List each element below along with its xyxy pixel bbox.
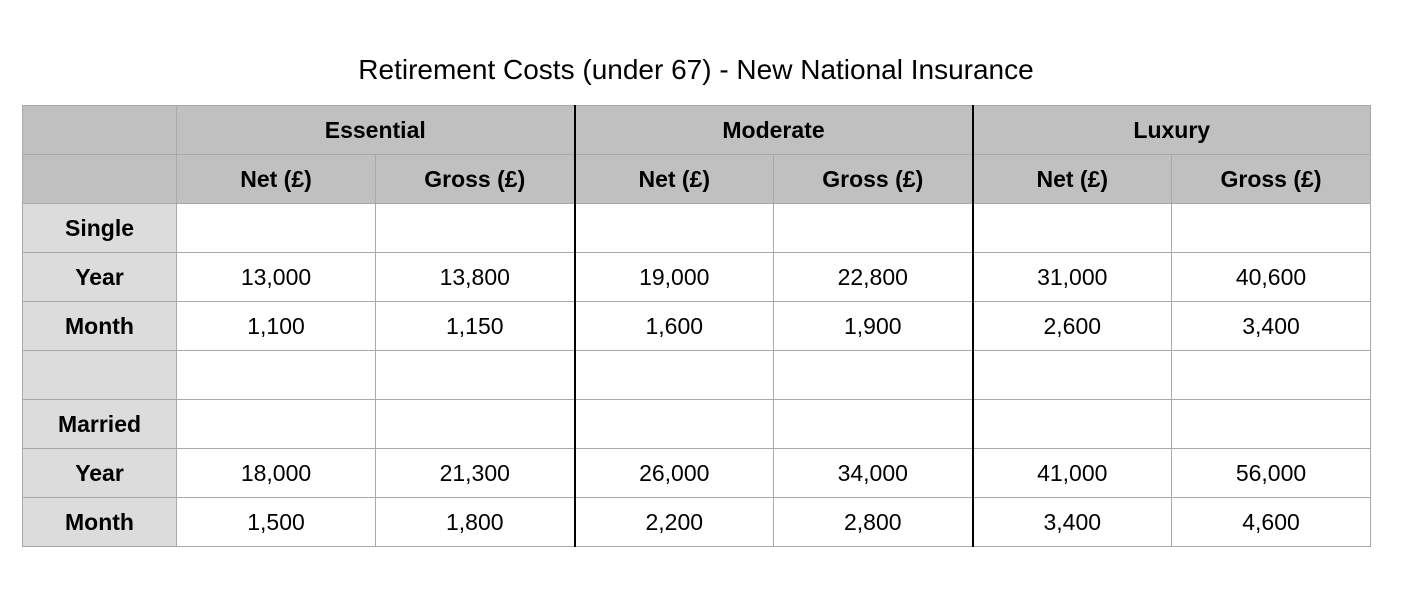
table-cell: 1,800	[375, 497, 575, 547]
table-row-married-year: Year 18,000 21,300 26,000 34,000 41,000 …	[22, 448, 1371, 498]
table-cell: 1,150	[375, 301, 575, 351]
group-header-moderate: Moderate	[573, 105, 973, 155]
table-cell: 1,500	[176, 497, 376, 547]
table-cell	[176, 399, 376, 449]
table-cell: 3,400	[1171, 301, 1371, 351]
table-cell	[573, 399, 774, 449]
table-cell	[375, 203, 575, 253]
table-cell: 3,400	[971, 497, 1172, 547]
table-cell: 56,000	[1171, 448, 1371, 498]
sub-header-essential-net: Net (£)	[176, 154, 376, 204]
table-cell: 19,000	[573, 252, 774, 302]
table-cell	[1171, 350, 1371, 400]
table-cell: 1,900	[773, 301, 973, 351]
sub-header-moderate-net: Net (£)	[573, 154, 774, 204]
table-cell: 13,000	[176, 252, 376, 302]
table-title: Retirement Costs (under 67) - New Nation…	[358, 54, 1034, 85]
table-cell: 1,600	[573, 301, 774, 351]
table-cell: 31,000	[971, 252, 1172, 302]
row-label: Month	[22, 497, 177, 547]
table-cell	[573, 203, 774, 253]
row-label: Single	[22, 203, 177, 253]
table-cell: 40,600	[1171, 252, 1371, 302]
table-cell	[971, 203, 1172, 253]
corner-cell	[22, 105, 177, 155]
table-cell	[375, 350, 575, 400]
group-header-essential: Essential	[176, 105, 575, 155]
table-cell	[773, 399, 973, 449]
table-cell	[971, 350, 1172, 400]
table-cell: 21,300	[375, 448, 575, 498]
table-cell: 18,000	[176, 448, 376, 498]
sub-header-moderate-gross: Gross (£)	[773, 154, 973, 204]
row-label: Year	[22, 448, 177, 498]
row-label	[22, 350, 177, 400]
group-header-row: Essential Moderate Luxury	[22, 105, 1371, 155]
table-row-married: Married	[22, 399, 1371, 449]
table-cell	[1171, 203, 1371, 253]
row-label: Month	[22, 301, 177, 351]
table-cell: 1,100	[176, 301, 376, 351]
table-cell: 13,800	[375, 252, 575, 302]
table-cell	[773, 350, 973, 400]
table-cell	[573, 350, 774, 400]
table-cell	[971, 399, 1172, 449]
table-row-single: Single	[22, 203, 1371, 253]
table-cell	[1171, 399, 1371, 449]
table-cell: 34,000	[773, 448, 973, 498]
group-header-luxury: Luxury	[971, 105, 1371, 155]
sub-header-row: Net (£) Gross (£) Net (£) Gross (£) Net …	[22, 154, 1371, 204]
table-cell	[773, 203, 973, 253]
table-cell: 41,000	[971, 448, 1172, 498]
table-cell: 2,600	[971, 301, 1172, 351]
table-cell: 4,600	[1171, 497, 1371, 547]
table-cell	[176, 203, 376, 253]
sub-header-essential-gross: Gross (£)	[375, 154, 575, 204]
table-cell	[176, 350, 376, 400]
table-cell: 2,800	[773, 497, 973, 547]
table-cell	[375, 399, 575, 449]
sub-header-luxury-net: Net (£)	[971, 154, 1172, 204]
table-row-single-month: Month 1,100 1,150 1,600 1,900 2,600 3,40…	[22, 301, 1371, 351]
table-cell: 26,000	[573, 448, 774, 498]
retirement-costs-table: Essential Moderate Luxury Net (£) Gross …	[22, 105, 1371, 547]
table-cell: 2,200	[573, 497, 774, 547]
table-row-married-month: Month 1,500 1,800 2,200 2,800 3,400 4,60…	[22, 497, 1371, 547]
corner-cell	[22, 154, 177, 204]
sub-header-luxury-gross: Gross (£)	[1171, 154, 1371, 204]
table-row-spacer	[22, 350, 1371, 400]
row-label: Year	[22, 252, 177, 302]
table-row-single-year: Year 13,000 13,800 19,000 22,800 31,000 …	[22, 252, 1371, 302]
table-cell: 22,800	[773, 252, 973, 302]
row-label: Married	[22, 399, 177, 449]
